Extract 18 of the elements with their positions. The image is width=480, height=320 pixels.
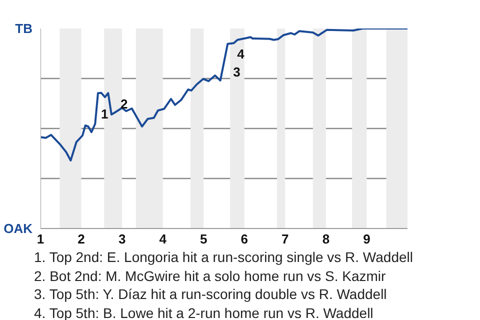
x-tick-label: 9 (363, 232, 370, 246)
annotation: 2 (120, 96, 128, 112)
text: OAK (4, 221, 34, 236)
x-tick-label: 7 (282, 232, 289, 246)
x-tick-label: 5 (200, 232, 208, 246)
text: 3. Top 5th: Y. Díaz hit a run-scoring double vs R. Waddell (34, 286, 387, 302)
x-tick-label: 2 (78, 232, 85, 246)
text: 1. Top 2nd: E. Longoria hit a run-scoring single vs R. Waddell (34, 249, 413, 265)
x-tick-label: 4 (159, 232, 168, 246)
annotation: 1 (100, 106, 108, 122)
x-tick-label: 6 (240, 232, 248, 246)
x-tick-label: 3 (118, 232, 126, 246)
annotation: 3 (233, 64, 240, 80)
x-tick-label: 8 (322, 232, 330, 246)
annotation: 4 (237, 46, 246, 62)
text: TB (15, 21, 33, 36)
x-tick-label: 1 (36, 232, 44, 246)
text: 2. Bot 2nd: M. McGwire hit a solo home run vs S. Kazmir (34, 268, 386, 284)
